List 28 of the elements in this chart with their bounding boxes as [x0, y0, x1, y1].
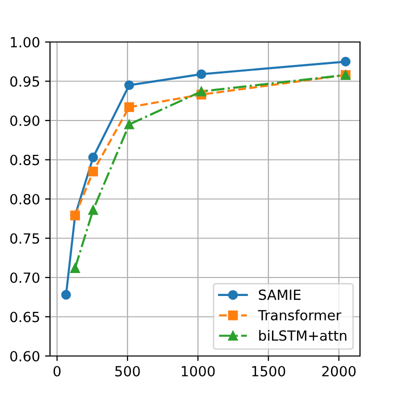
x-tick-label: 1000 [182, 366, 215, 376]
point [196, 69, 206, 80]
point [196, 86, 206, 96]
y-tick-label: 0.75 [10, 233, 40, 244]
point [88, 205, 98, 215]
point [124, 80, 134, 90]
y-tick-label: 1.00 [10, 36, 40, 48]
y-tick-label: 0.95 [10, 76, 40, 87]
y-tick-label: 0.85 [10, 154, 40, 166]
point [88, 152, 98, 162]
point [124, 102, 134, 112]
x-tick-label: 2000 [322, 366, 356, 376]
legend-label: Transformer [258, 310, 342, 320]
point [61, 290, 71, 300]
legend-label: biLSTM+attn [259, 330, 346, 341]
x-tick-label: 500 [115, 366, 140, 376]
point [124, 120, 134, 130]
point [340, 56, 350, 66]
y-tick-label: 0.65 [10, 312, 40, 322]
point [70, 263, 80, 273]
y-tick-label: 0.70 [10, 272, 40, 283]
legend-label: SAMIE [258, 290, 301, 300]
x-tick-label: 1500 [252, 366, 286, 376]
point [88, 166, 98, 176]
y-tick-label: 0.90 [10, 115, 40, 126]
x-tick-label: 0 [54, 366, 61, 376]
y-tick-label: 0.60 [10, 350, 40, 362]
y-tick-label: 0.80 [10, 194, 40, 204]
